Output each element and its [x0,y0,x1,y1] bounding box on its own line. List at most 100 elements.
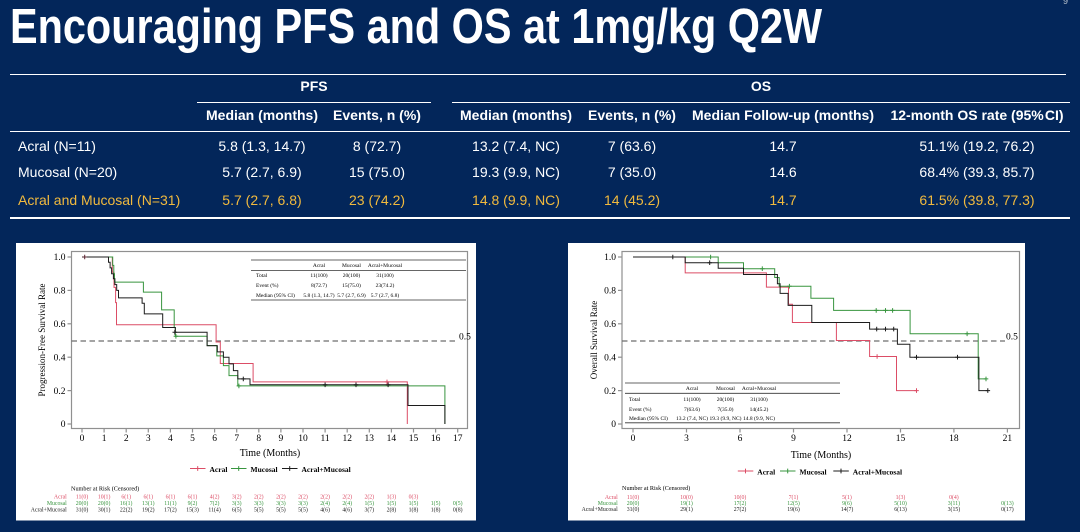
svg-text:0: 0 [631,434,636,444]
svg-text:4: 4 [168,434,173,444]
svg-text:0: 0 [61,420,66,430]
svg-text:Acral: Acral [605,495,618,501]
svg-text:16: 16 [431,434,441,444]
svg-text:14(45.2): 14(45.2) [750,406,769,413]
svg-text:0(8): 0(8) [453,507,463,514]
svg-text:Median (95% CI): Median (95% CI) [629,415,668,422]
svg-text:14: 14 [387,434,397,444]
svg-text:5.8 (1.3, 14.7): 5.8 (1.3, 14.7) [303,292,334,299]
svg-text:19(6): 19(6) [787,506,800,513]
svg-text:1(5): 1(5) [409,500,419,507]
svg-text:9(6): 9(6) [842,500,852,507]
svg-text:4(6): 4(6) [320,507,330,514]
svg-text:20(0): 20(0) [627,500,640,507]
svg-text:11(100): 11(100) [310,272,327,279]
svg-text:8: 8 [256,434,261,444]
svg-text:Acral+Mucosal: Acral+Mucosal [853,467,902,476]
svg-text:10: 10 [298,434,308,444]
svg-text:10(1): 10(1) [98,494,111,501]
svg-text:6(1): 6(1) [166,494,176,501]
svg-text:20(100): 20(100) [343,272,361,279]
svg-text:3(3): 3(3) [298,500,308,507]
svg-text:3(15): 3(15) [948,506,961,513]
svg-text:12: 12 [842,434,852,444]
svg-text:Total: Total [256,273,268,279]
svg-text:0(4): 0(4) [949,494,959,501]
svg-text:9(2): 9(2) [188,500,198,507]
svg-text:12(5): 12(5) [787,500,800,507]
svg-text:Mucosal: Mucosal [342,263,361,269]
svg-text:2(2): 2(2) [364,494,374,501]
svg-text:11(0): 11(0) [76,494,88,501]
svg-text:5.7 (2.7, 6.8): 5.7 (2.7, 6.8) [371,292,400,299]
svg-text:1(5): 1(5) [431,500,441,507]
svg-text:17(2): 17(2) [734,500,747,507]
svg-text:Mucosal: Mucosal [800,467,827,476]
svg-text:5(5): 5(5) [254,507,264,514]
svg-text:6(13): 6(13) [894,506,907,513]
svg-text:2(2): 2(2) [298,494,308,501]
svg-text:0.6: 0.6 [604,320,616,330]
svg-text:19.3 (9.9, NC): 19.3 (9.9, NC) [710,415,742,422]
svg-text:14(7): 14(7) [841,506,854,513]
svg-text:0(17): 0(17) [1001,506,1014,513]
svg-text:2(2): 2(2) [342,494,352,501]
svg-text:Acral+Mucosal: Acral+Mucosal [582,507,618,513]
svg-text:23(74.2): 23(74.2) [376,282,395,289]
svg-text:Number at Risk (Censored): Number at Risk (Censored) [622,485,690,492]
svg-text:15: 15 [409,434,419,444]
svg-text:31(100): 31(100) [750,396,768,403]
svg-text:0.2: 0.2 [604,387,616,397]
svg-text:1.0: 1.0 [54,253,66,263]
svg-text:Mucosal: Mucosal [251,465,278,474]
svg-text:1(5): 1(5) [387,500,397,507]
svg-text:3(3): 3(3) [276,500,286,507]
svg-text:5(5): 5(5) [276,507,286,514]
svg-text:Mucosal: Mucosal [716,386,735,392]
svg-text:2(2): 2(2) [254,494,264,501]
svg-text:3: 3 [684,434,689,444]
svg-text:10(0): 10(0) [734,494,747,501]
svg-text:4(2): 4(2) [210,494,220,501]
svg-text:15(3): 15(3) [186,507,199,514]
svg-text:11(0): 11(0) [627,494,639,501]
svg-text:0.6: 0.6 [54,320,66,330]
svg-text:0(5): 0(5) [453,500,463,507]
svg-text:31(100): 31(100) [376,272,394,279]
svg-text:9: 9 [279,434,284,444]
svg-text:Total: Total [629,397,641,403]
svg-text:16(1): 16(1) [120,500,133,507]
svg-text:5(5): 5(5) [298,507,308,514]
svg-text:6(1): 6(1) [143,494,153,501]
svg-text:19(2): 19(2) [142,507,155,514]
svg-text:0.4: 0.4 [604,353,616,363]
svg-text:31(0): 31(0) [76,507,89,514]
svg-text:3: 3 [146,434,151,444]
svg-text:29(1): 29(1) [680,506,693,513]
svg-text:5.7 (2.7, 6.9): 5.7 (2.7, 6.9) [337,292,366,299]
svg-text:7(35.0): 7(35.0) [717,406,733,413]
svg-text:5: 5 [190,434,195,444]
svg-text:19(1): 19(1) [680,500,693,507]
svg-text:0.5: 0.5 [459,333,471,343]
svg-text:31(0): 31(0) [627,506,640,513]
svg-text:0.2: 0.2 [54,387,66,397]
svg-text:Mucosal: Mucosal [598,501,618,507]
svg-text:Event (%): Event (%) [256,282,279,289]
svg-text:10(0): 10(0) [680,494,693,501]
svg-text:3(11): 3(11) [948,500,960,507]
svg-text:17: 17 [453,434,463,444]
svg-text:0.5: 0.5 [1006,333,1018,343]
svg-text:7(2): 7(2) [210,500,220,507]
svg-text:12: 12 [342,434,352,444]
svg-text:6: 6 [738,434,743,444]
svg-text:Number at Risk (Censored): Number at Risk (Censored) [71,486,139,493]
svg-text:1(3): 1(3) [896,494,906,501]
svg-text:2: 2 [124,434,129,444]
svg-text:2(4): 2(4) [320,500,330,507]
svg-text:18: 18 [949,434,959,444]
svg-text:5(10): 5(10) [894,500,907,507]
svg-text:7(1): 7(1) [789,494,799,501]
svg-text:1(8): 1(8) [431,507,441,514]
svg-text:Acral: Acral [757,467,775,476]
